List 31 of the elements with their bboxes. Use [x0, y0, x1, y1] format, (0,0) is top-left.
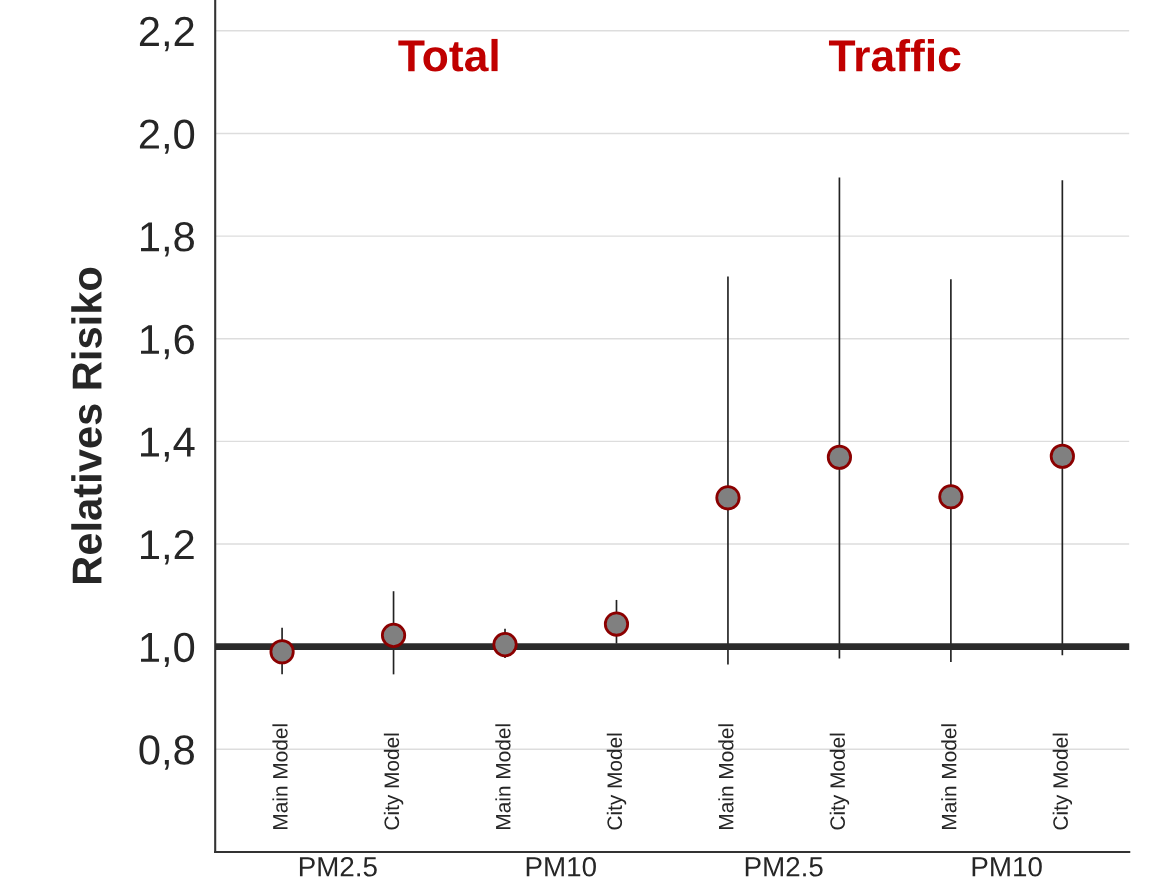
point: [603, 611, 630, 637]
annotation: Total: [398, 38, 498, 72]
y-tick-label: 1,8: [141, 222, 194, 257]
text: PM2.5: [299, 856, 377, 877]
y-tick-label: 2,0: [139, 119, 195, 154]
y-tick-label: 1,4: [141, 427, 195, 462]
point: [715, 485, 741, 511]
point: [380, 622, 407, 648]
x-tick-label: City Model: [383, 733, 404, 830]
y-tick-label: 2,2: [139, 16, 194, 52]
point: [938, 484, 964, 510]
text: PM2.5: [745, 856, 823, 877]
point: [269, 639, 295, 665]
point: [826, 444, 853, 470]
x-tick-label: Main Model: [272, 724, 288, 829]
x-tick-label: City Model: [606, 733, 627, 830]
y-tick-label: 1,6: [141, 324, 194, 360]
point: [1049, 443, 1075, 469]
text: PM10: [526, 856, 596, 877]
y-tick-label: 0,8: [139, 735, 194, 770]
x-tick-label: Main Model: [718, 724, 734, 829]
x-tick-label: Main Model: [941, 724, 957, 829]
y-tick-label: 1,0: [141, 632, 195, 668]
x-tick-label: City Model: [829, 733, 850, 830]
y-axis-title: Relatives Risiko: [71, 267, 102, 583]
y-tick-label: 1,2: [141, 530, 194, 565]
text: PM10: [972, 856, 1042, 877]
x-tick-label: City Model: [1052, 733, 1073, 830]
x-tick-label: Main Model: [495, 724, 511, 829]
point: [492, 632, 518, 658]
annotation: Traffic: [828, 38, 961, 72]
